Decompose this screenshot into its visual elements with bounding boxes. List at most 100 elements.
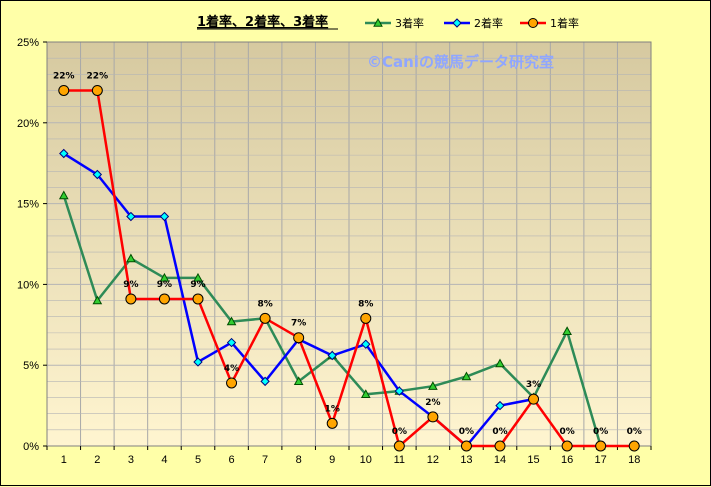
legend-marker bbox=[528, 18, 538, 28]
x-tick-label: 1 bbox=[61, 454, 67, 466]
data-point bbox=[126, 211, 136, 222]
data-point bbox=[259, 312, 271, 324]
x-tick-label: 6 bbox=[228, 454, 234, 466]
legend-label: 1着率 bbox=[550, 16, 579, 30]
data-label: 0% bbox=[593, 427, 608, 437]
data-point bbox=[393, 440, 405, 452]
data-label: 0% bbox=[392, 427, 407, 437]
legend-item: 3着率 bbox=[365, 16, 424, 30]
x-tick-label: 9 bbox=[329, 454, 335, 466]
x-tick-label: 15 bbox=[527, 454, 539, 466]
data-point bbox=[159, 211, 170, 222]
data-label: 0% bbox=[627, 427, 642, 437]
series-1着率 bbox=[58, 84, 640, 452]
x-tick-label: 3 bbox=[128, 454, 134, 466]
data-label: 8% bbox=[358, 299, 373, 309]
x-tick-label: 17 bbox=[595, 454, 607, 466]
data-point bbox=[226, 377, 238, 389]
data-point bbox=[58, 190, 69, 200]
data-label: 3% bbox=[526, 380, 541, 390]
data-label: 0% bbox=[559, 427, 574, 437]
x-tick-label: 2 bbox=[94, 454, 100, 466]
y-tick-label: 5% bbox=[23, 360, 39, 372]
data-label: 8% bbox=[257, 299, 272, 309]
data-labels: 22% 22% 9% 9% 9% 4% 8% 7% 1% 8% 0% 2% 0% 0% 3% 0% 0% 0% bbox=[53, 71, 642, 437]
data-label: 0% bbox=[459, 427, 474, 437]
data-point bbox=[360, 389, 371, 398]
x-tick-label: 10 bbox=[360, 454, 372, 466]
data-point bbox=[158, 293, 170, 305]
x-tick-label: 11 bbox=[394, 454, 405, 466]
data-point bbox=[595, 440, 607, 452]
data-point bbox=[125, 293, 137, 305]
series-line bbox=[63, 89, 635, 449]
y-tick-label: 0% bbox=[23, 441, 39, 453]
data-point bbox=[562, 326, 572, 335]
data-point bbox=[361, 339, 371, 349]
data-point bbox=[260, 376, 270, 387]
data-point bbox=[394, 386, 405, 396]
data-point bbox=[293, 376, 304, 386]
data-point bbox=[293, 332, 305, 344]
x-tick-label: 18 bbox=[628, 454, 640, 466]
data-label: 9% bbox=[190, 280, 205, 290]
legend-item: 2着率 bbox=[444, 16, 503, 30]
x-tick-label: 12 bbox=[427, 454, 439, 466]
data-point bbox=[628, 440, 640, 452]
data-label: 0% bbox=[492, 427, 507, 437]
y-tick-label: 25% bbox=[17, 37, 39, 49]
data-point bbox=[192, 293, 204, 305]
data-point bbox=[494, 440, 506, 452]
data-point bbox=[226, 337, 237, 348]
data-point bbox=[427, 411, 439, 423]
x-tick-label: 14 bbox=[494, 454, 506, 466]
data-label: 22% bbox=[87, 71, 109, 81]
x-tick-label: 4 bbox=[161, 454, 167, 466]
data-label: 1% bbox=[325, 404, 340, 414]
data-point bbox=[59, 148, 69, 159]
data-point bbox=[92, 295, 103, 305]
x-tick-label: 16 bbox=[561, 454, 573, 466]
data-point bbox=[461, 371, 472, 381]
data-label: 4% bbox=[224, 364, 239, 374]
x-tick-label: 7 bbox=[262, 454, 268, 466]
watermark: ©Caniの競馬データ研究室 bbox=[367, 53, 554, 71]
data-point bbox=[326, 417, 338, 429]
x-tick-label: 8 bbox=[296, 454, 302, 466]
data-point bbox=[91, 84, 103, 96]
data-label: 9% bbox=[123, 280, 138, 290]
y-axis: 0% 5% 10% 15% 20% 25% bbox=[17, 37, 47, 453]
data-label: 2% bbox=[425, 398, 440, 408]
legend-marker bbox=[452, 18, 462, 28]
data-point bbox=[561, 440, 573, 452]
y-tick-label: 10% bbox=[17, 279, 39, 291]
grid-lines bbox=[47, 42, 651, 446]
data-point bbox=[193, 272, 203, 282]
y-tick-label: 20% bbox=[17, 118, 39, 130]
x-axis: 1 2 3 4 5 6 7 8 9 10 11 12 13 14 15 16 17 18 bbox=[46, 446, 652, 466]
data-point bbox=[460, 440, 472, 452]
data-point bbox=[528, 393, 540, 405]
y-tick-label: 15% bbox=[17, 199, 39, 211]
legend-item: 1着率 bbox=[520, 16, 579, 30]
chart-title: 1着率、2着率、3着率 bbox=[197, 14, 328, 30]
data-point bbox=[327, 350, 337, 361]
data-point bbox=[495, 358, 505, 368]
legend: 3着率 2着率 1着率 bbox=[365, 16, 579, 30]
data-point bbox=[428, 381, 438, 390]
data-point bbox=[226, 316, 237, 326]
data-point bbox=[495, 400, 505, 411]
data-point bbox=[193, 357, 203, 367]
series-group bbox=[58, 84, 640, 452]
data-label: 9% bbox=[157, 280, 172, 290]
x-tick-label: 13 bbox=[460, 454, 472, 466]
data-label: 7% bbox=[291, 319, 306, 329]
data-point bbox=[58, 84, 70, 96]
data-point bbox=[159, 272, 170, 282]
legend-marker bbox=[373, 17, 383, 27]
legend-label: 2着率 bbox=[474, 16, 503, 30]
x-tick-label: 5 bbox=[195, 454, 201, 466]
legend-label: 3着率 bbox=[395, 16, 424, 30]
